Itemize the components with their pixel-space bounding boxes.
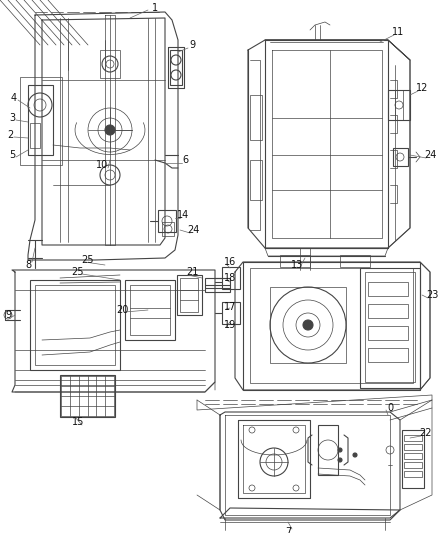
Bar: [393, 148, 408, 166]
Text: 9: 9: [5, 310, 11, 320]
Bar: [180, 278, 198, 312]
Text: 24: 24: [424, 150, 436, 160]
Circle shape: [338, 458, 342, 462]
Bar: [100, 50, 120, 78]
Text: 8: 8: [25, 260, 31, 270]
Bar: [402, 430, 424, 488]
Circle shape: [338, 448, 342, 452]
Bar: [388, 90, 410, 120]
Bar: [365, 272, 415, 382]
Bar: [280, 255, 310, 267]
Bar: [368, 304, 408, 318]
Text: 19: 19: [224, 320, 236, 330]
Text: 1: 1: [152, 3, 158, 13]
Bar: [30, 123, 40, 148]
Bar: [60, 375, 115, 417]
Bar: [158, 210, 176, 232]
Text: 15: 15: [72, 417, 84, 427]
Bar: [404, 435, 422, 441]
Text: 10: 10: [96, 160, 108, 170]
Bar: [404, 462, 422, 468]
Bar: [368, 282, 408, 296]
Bar: [28, 85, 53, 155]
Bar: [360, 268, 420, 388]
Bar: [35, 285, 115, 365]
Bar: [404, 444, 422, 450]
Bar: [250, 95, 262, 140]
Bar: [20, 77, 62, 165]
Text: 2: 2: [7, 130, 13, 140]
Text: 12: 12: [416, 83, 428, 93]
Bar: [130, 285, 170, 335]
Text: 18: 18: [224, 273, 236, 283]
Circle shape: [353, 453, 357, 457]
Bar: [222, 302, 240, 324]
Text: 11: 11: [392, 27, 404, 37]
Text: 7: 7: [285, 527, 291, 533]
Bar: [170, 50, 182, 85]
Bar: [318, 425, 338, 475]
Text: 25: 25: [82, 255, 94, 265]
Text: 25: 25: [72, 267, 84, 277]
Text: 21: 21: [186, 267, 198, 277]
Text: 6: 6: [182, 155, 188, 165]
Text: 22: 22: [419, 428, 431, 438]
Bar: [30, 280, 120, 370]
Text: 9: 9: [189, 40, 195, 50]
Bar: [270, 287, 346, 363]
Bar: [177, 275, 202, 315]
Bar: [250, 268, 413, 383]
Text: 23: 23: [426, 290, 438, 300]
Text: 3: 3: [9, 113, 15, 123]
Bar: [340, 255, 370, 267]
Bar: [222, 267, 240, 289]
Bar: [368, 326, 408, 340]
Text: 16: 16: [224, 257, 236, 267]
Text: 0: 0: [387, 403, 393, 413]
Text: 24: 24: [187, 225, 199, 235]
Text: 20: 20: [116, 305, 128, 315]
Bar: [162, 222, 174, 236]
Circle shape: [105, 125, 115, 135]
Bar: [125, 280, 175, 340]
Text: 17: 17: [224, 302, 236, 312]
Bar: [205, 278, 230, 292]
Text: 13: 13: [291, 260, 303, 270]
Bar: [404, 471, 422, 477]
Circle shape: [303, 320, 313, 330]
Text: 5: 5: [9, 150, 15, 160]
Bar: [243, 262, 420, 390]
Bar: [404, 453, 422, 459]
Text: 14: 14: [177, 210, 189, 220]
Text: 4: 4: [11, 93, 17, 103]
Bar: [250, 160, 262, 200]
Bar: [368, 348, 408, 362]
